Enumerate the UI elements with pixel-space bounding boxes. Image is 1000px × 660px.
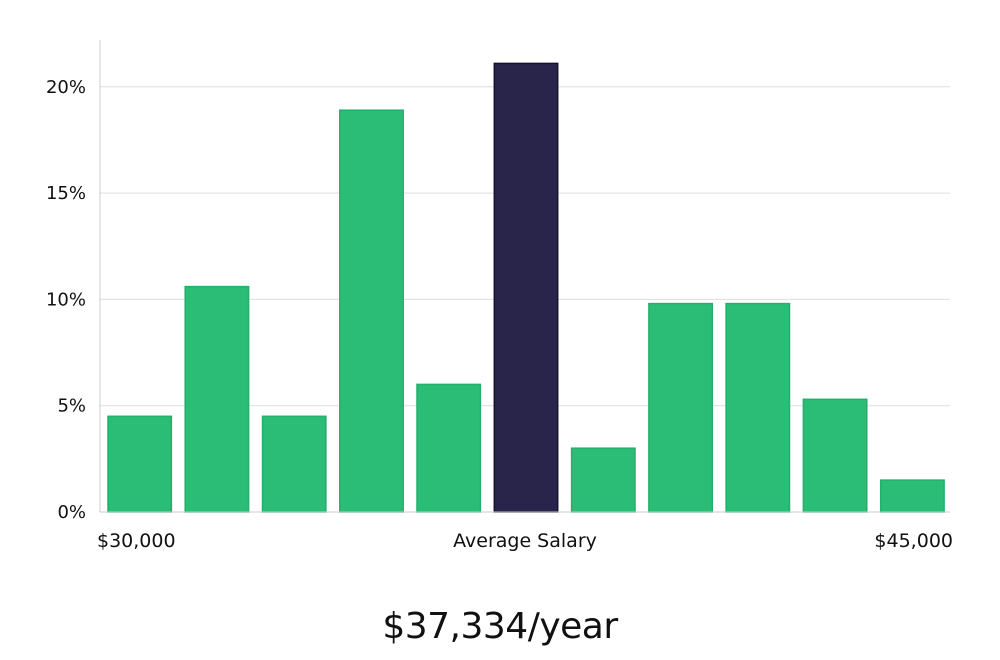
bar (570, 447, 636, 513)
bar (879, 479, 945, 513)
bar-average-salary (493, 62, 559, 513)
y-tick-label: 10% (46, 289, 86, 310)
y-tick-label: 0% (57, 502, 86, 523)
bar (107, 415, 173, 513)
bar (725, 302, 791, 513)
bar (648, 302, 714, 513)
x-right-label: $45,000 (874, 530, 953, 552)
average-salary-value: $37,334/year (382, 606, 618, 647)
bar (184, 285, 250, 513)
x-center-label: Average Salary (453, 530, 597, 552)
axes (99, 40, 950, 513)
y-tick-label: 5% (57, 396, 86, 417)
bar (416, 383, 482, 513)
x-left-label: $30,000 (97, 530, 176, 552)
y-tick-label: 15% (46, 183, 86, 204)
bar (261, 415, 327, 513)
bars (107, 62, 945, 513)
bar (339, 109, 404, 513)
bar (802, 398, 868, 513)
y-tick-label: 20% (46, 77, 86, 98)
y-tick-labels: 0% 5% 10% 15% 20% (46, 77, 86, 523)
salary-histogram: 0% 5% 10% 15% 20% $30,000 Average Salary $45… (46, 40, 953, 552)
